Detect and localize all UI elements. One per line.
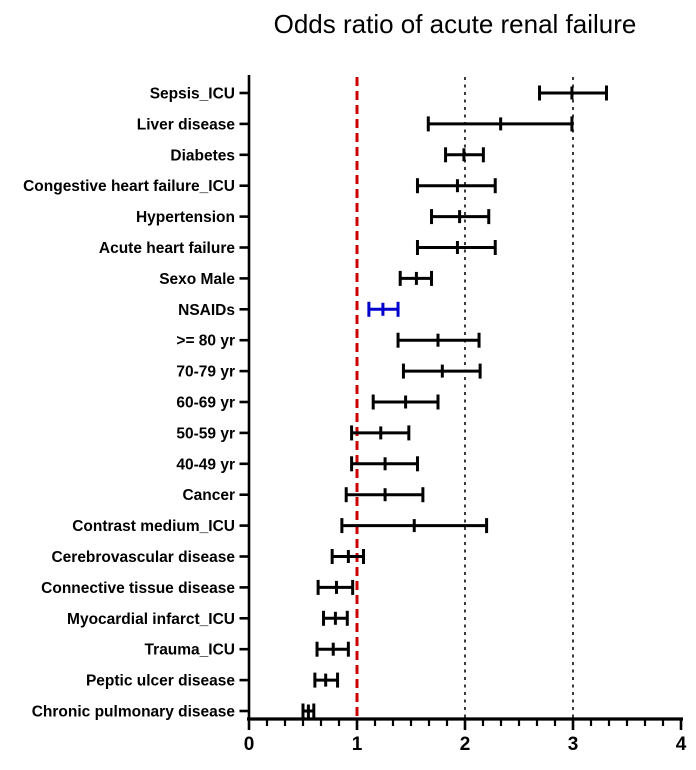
x-tick-label: 2 [460,734,471,755]
category-label: Myocardial infarct_ICU [67,611,235,628]
x-tick-label: 0 [244,734,255,755]
category-label: Diabetes [170,147,235,164]
category-label: >= 80 yr [176,333,235,350]
category-label: Acute heart failure [99,240,235,257]
category-label: Chronic pulmonary disease [32,704,236,721]
x-tick-label: 4 [676,734,687,755]
x-tick-label: 1 [352,734,363,755]
category-label: Trauma_ICU [145,642,235,659]
category-label: Cerebrovascular disease [51,549,235,566]
category-label: Liver disease [137,116,236,133]
category-label: Cancer [182,487,235,504]
category-label: 60-69 yr [176,395,235,412]
category-label: Connective tissue disease [41,580,235,597]
category-label: Contrast medium_ICU [72,518,235,535]
chart-title: Odds ratio of acute renal failure [274,9,637,39]
plot-area: 0 1 2 3 4 Sepsis_ICU Liver disease Diabetes Cong… [23,75,687,755]
category-label: Hypertension [136,209,235,226]
category-label: 50-59 yr [176,425,235,442]
category-label: Peptic ulcer disease [86,673,235,690]
x-tick-label: 3 [568,734,579,755]
category-label: 40-49 yr [176,456,235,473]
category-label: Sepsis_ICU [150,86,235,103]
category-label: Congestive heart failure_ICU [23,178,235,195]
category-label: 70-79 yr [176,364,235,381]
category-label: NSAIDs [178,302,235,319]
category-label: Sexo Male [159,271,235,288]
